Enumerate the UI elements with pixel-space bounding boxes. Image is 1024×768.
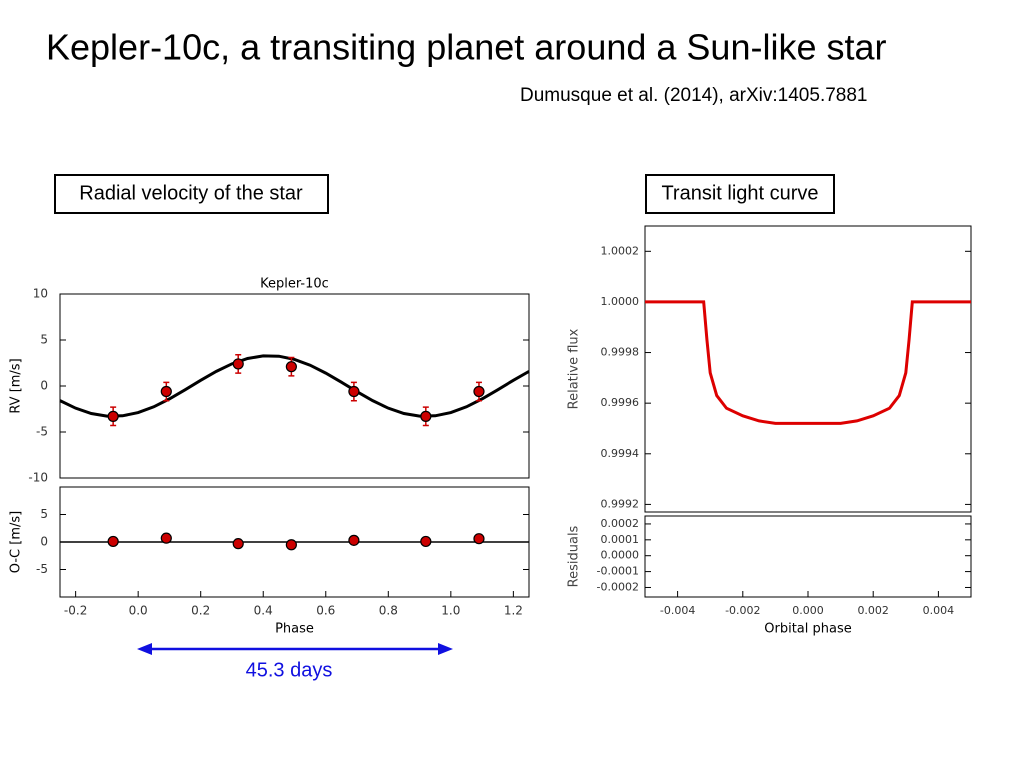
y-tick-label: -0.0002 — [597, 580, 639, 593]
data-point — [285, 539, 297, 551]
data-point — [285, 361, 297, 373]
x-tick-label: -0.2 — [64, 604, 87, 618]
panel-label: Transit light curve — [661, 182, 818, 204]
data-point — [107, 410, 119, 422]
y-tick-label: -10 — [28, 471, 48, 485]
model-curve — [645, 300, 971, 425]
plot-frame — [59, 293, 530, 479]
x-tick-label: 0.002 — [857, 604, 889, 617]
model-curve — [59, 354, 530, 418]
x-tick-label: 0.2 — [191, 604, 210, 618]
y-tick-label: 1.0002 — [601, 244, 640, 257]
y-tick-label: -0.0001 — [597, 565, 639, 578]
chart-title: Kepler-10c — [260, 277, 329, 292]
data-point — [232, 358, 244, 370]
plot-frame — [644, 225, 972, 513]
data-point — [348, 534, 360, 546]
x-tick-label: 1.0 — [441, 604, 460, 618]
y-axis-label: Relative flux — [567, 328, 582, 409]
data-point — [420, 535, 432, 548]
x-tick-label: -0.004 — [660, 604, 695, 617]
x-tick-label: 1.2 — [504, 604, 523, 618]
y-tick-label: -5 — [36, 425, 48, 439]
x-tick-label: 0.0 — [129, 604, 148, 618]
data-point — [107, 535, 119, 548]
x-tick-label: 0.004 — [923, 604, 955, 617]
y-tick-label: 0.0002 — [601, 517, 640, 530]
y-tick-label: 5 — [40, 507, 48, 521]
y-tick-label: 0.9996 — [601, 396, 640, 409]
x-axis-label: Phase — [275, 622, 314, 637]
data-point — [232, 538, 244, 550]
x-tick-label: 0.8 — [379, 604, 398, 618]
data-point — [420, 410, 432, 422]
arrow-head — [137, 643, 152, 655]
x-axis-label: Orbital phase — [764, 622, 851, 637]
y-axis-label: RV [m/s] — [9, 358, 24, 413]
y-axis-label: Residuals — [567, 525, 582, 587]
data-point — [160, 385, 172, 398]
y-tick-label: 0.0000 — [601, 549, 640, 562]
data-point — [348, 385, 360, 398]
arrow-head — [438, 643, 453, 655]
y-tick-label: 0.9994 — [601, 447, 640, 460]
citation: Dumusque et al. (2014), arXiv:1405.7881 — [520, 85, 868, 106]
x-tick-label: 0.4 — [254, 604, 273, 618]
y-tick-label: 0.9998 — [601, 346, 640, 359]
y-tick-label: 0 — [40, 379, 48, 393]
y-tick-label: 0 — [40, 535, 48, 549]
slide-title: Kepler-10c, a transiting planet around a… — [46, 27, 886, 68]
data-point — [160, 532, 172, 544]
y-tick-label: 0.9992 — [601, 497, 640, 510]
data-point — [473, 533, 485, 545]
y-tick-label: 1.0000 — [601, 295, 640, 308]
period-label: 45.3 days — [246, 659, 333, 681]
y-axis-label: O-C [m/s] — [9, 511, 24, 573]
label-box — [645, 174, 835, 214]
y-tick-label: 10 — [33, 287, 48, 301]
x-tick-label: 0.6 — [316, 604, 335, 618]
panel-label: Radial velocity of the star — [79, 182, 303, 204]
plot-frame — [644, 515, 972, 598]
data-point — [473, 385, 485, 398]
x-tick-label: -0.002 — [725, 604, 760, 617]
y-tick-label: 0.0001 — [601, 533, 640, 546]
x-tick-label: 0.000 — [792, 604, 824, 617]
y-tick-label: -5 — [36, 562, 48, 576]
y-tick-label: 5 — [40, 333, 48, 347]
label-box — [54, 174, 329, 214]
